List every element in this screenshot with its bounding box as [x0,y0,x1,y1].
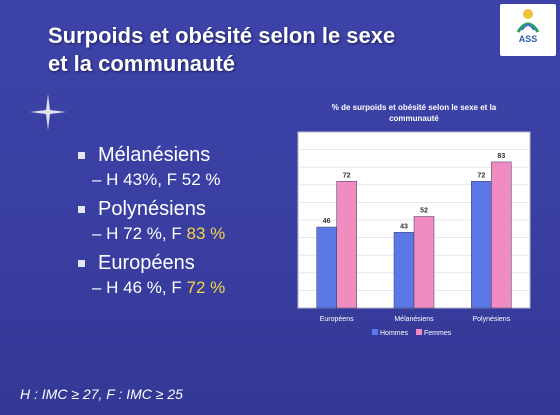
imc-footnote: H : IMC ≥ 27, F : IMC ≥ 25 [20,386,183,402]
chart-title-line-2: communauté [389,114,439,123]
bar-chart: % de surpoids et obésité selon le sexe e… [288,92,540,364]
bullet-label: Mélanésiens [78,142,298,168]
category-tick-label: Européens [320,316,354,323]
logo-text: ASS [518,34,538,44]
bullet-list: Mélanésiens – H 43%, F 52 % Polynésiens … [78,142,298,304]
bar-femmes [491,161,512,309]
bar-value-label: 72 [477,172,485,179]
bullet-detail: – H 46 %, F 72 % [78,276,298,300]
bar-femmes [413,216,435,309]
bar-value-label: 52 [420,207,428,214]
bar-value-label: 83 [497,153,505,160]
bullet-detail-prefix: – H 46 %, F [92,278,187,297]
bullet-detail-value: 72 % [186,278,226,297]
bullet-label: Polynésiens [78,196,298,222]
bullet-detail-value: 83 % [186,224,226,243]
legend-swatch-hommes [372,329,378,335]
bullet-detail-prefix: – H 72 %, F [92,224,187,243]
slide-title-line-1: Surpoids et obésité selon le sexe [48,23,396,48]
association-logo: ASS [500,4,556,56]
bullet-item-melanesiens: Mélanésiens – H 43%, F 52 % [78,142,298,192]
legend-swatch-femmes [416,329,422,335]
bar-value-label: 72 [343,172,351,179]
bullet-item-europeens: Européens – H 46 %, F 72 % [78,250,298,300]
bullet-detail: – H 43%, F 52 % [78,168,298,192]
legend-label-hommes: Hommes [380,330,409,337]
slide-title: Surpoids et obésité selon le sexe et la … [48,22,488,78]
bullet-item-polynesiens: Polynésiens – H 72 %, F 83 % [78,196,298,246]
bullet-detail-value: 52 % [181,170,221,189]
bullet-detail: – H 72 %, F 83 % [78,222,298,246]
slide-title-line-2: et la communauté [48,51,236,76]
category-tick-label: Mélanésiens [394,316,434,323]
bar-femmes [336,181,357,309]
bar-hommes [316,226,337,309]
logo-figure-icon [516,9,540,33]
bar-hommes [393,232,415,309]
bullet-label: Européens [78,250,298,276]
category-tick-label: Polynésiens [472,316,510,323]
bullet-detail-prefix: – H 43%, F [92,170,182,189]
bar-hommes [471,181,492,309]
bar-chart-svg: % de surpoids et obésité selon le sexe e… [297,103,531,337]
bar-value-label: 46 [323,218,331,225]
legend-label-femmes: Femmes [424,330,452,337]
bar-value-label: 43 [400,223,408,230]
chart-title-line-1: % de surpoids et obésité selon le sexe e… [332,103,497,112]
sparkle-icon [30,94,66,130]
